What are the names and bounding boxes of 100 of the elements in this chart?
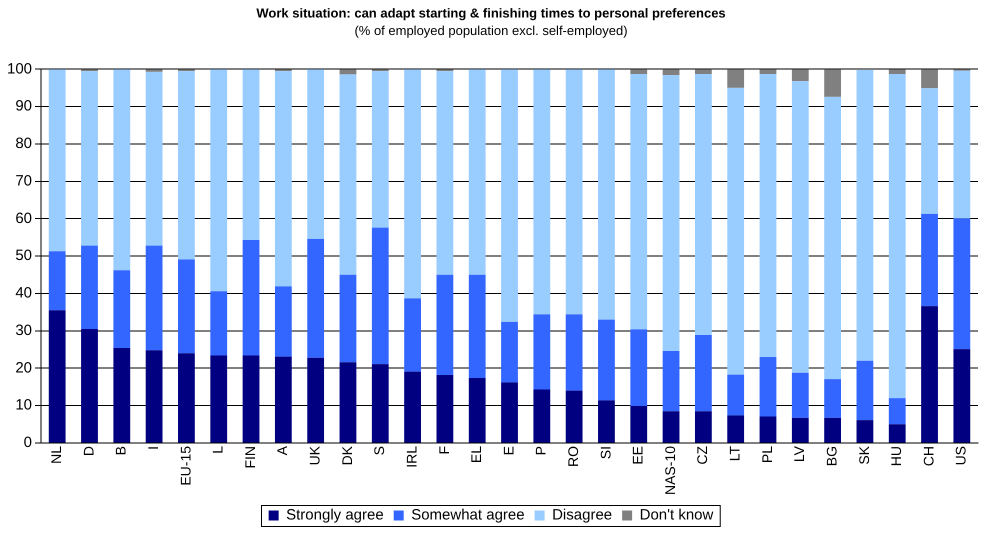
bar — [81, 71, 98, 246]
bar — [81, 328, 98, 442]
x-tick-label: US — [952, 446, 969, 466]
bar — [630, 69, 648, 74]
bar — [48, 251, 66, 310]
bar — [630, 329, 648, 406]
bar — [792, 69, 809, 82]
bar — [760, 357, 776, 416]
bar — [81, 246, 98, 329]
bar — [760, 69, 776, 74]
bar — [921, 214, 938, 306]
x-tick-label: IRL — [403, 446, 420, 468]
bar — [468, 378, 486, 442]
bar — [598, 400, 615, 442]
bar — [340, 69, 356, 74]
bar — [146, 246, 163, 350]
bar — [340, 274, 356, 362]
x-tick-label: LT — [726, 446, 743, 462]
bar — [824, 379, 842, 418]
bar — [501, 322, 518, 382]
legend-label: Somewhat agree — [411, 506, 525, 524]
x-tick-label: A — [274, 445, 290, 456]
bar — [921, 306, 938, 442]
x-tick-label: SI — [597, 446, 614, 460]
bar — [921, 88, 938, 214]
bar — [662, 69, 680, 76]
bar — [274, 356, 292, 442]
bar — [727, 415, 744, 442]
bar — [953, 349, 970, 442]
x-tick-label: FIN — [242, 446, 258, 469]
bar — [921, 69, 938, 88]
bar — [630, 74, 648, 330]
x-tick-label: S — [371, 446, 388, 456]
chart-subtitle: (% of employed population excl. self-employed) — [354, 22, 628, 38]
x-tick-label: EE — [630, 446, 646, 465]
y-tick-label: 30 — [15, 322, 32, 339]
bar — [372, 71, 389, 228]
x-tick-label: UK — [306, 445, 323, 466]
bar — [48, 310, 66, 442]
x-tick-label: SK — [856, 445, 872, 465]
bar — [372, 228, 389, 364]
bar — [274, 286, 292, 357]
bar — [146, 350, 163, 442]
bar — [888, 398, 906, 424]
bar — [888, 69, 906, 74]
y-tick-label: 60 — [15, 210, 32, 227]
x-tick-label: EL — [468, 446, 484, 464]
y-tick-label: 70 — [15, 172, 32, 190]
bar — [372, 364, 389, 442]
x-tick-label: D — [80, 446, 96, 456]
bar — [436, 374, 454, 442]
y-tick-label: 90 — [15, 98, 32, 115]
bar — [760, 74, 776, 358]
bar — [436, 274, 454, 375]
x-tick-label: CZ — [694, 446, 710, 465]
x-tick-label: L — [210, 446, 226, 454]
bar — [662, 75, 680, 352]
bar — [598, 69, 615, 320]
x-tick-label: CH — [920, 446, 936, 466]
bar — [340, 362, 356, 442]
bar — [566, 390, 583, 442]
x-tick-label: RO — [564, 446, 581, 467]
bar — [404, 372, 421, 442]
bar — [566, 69, 583, 314]
y-tick-label: 40 — [15, 284, 32, 302]
x-tick-label: PL — [758, 446, 775, 464]
bar — [242, 240, 260, 356]
x-tick-label: E — [500, 446, 516, 456]
x-tick-label: DK — [338, 445, 355, 466]
bar — [792, 372, 809, 418]
y-tick-label: 10 — [15, 396, 32, 414]
x-tick-label: NL — [48, 446, 64, 464]
bar — [792, 81, 809, 373]
bar — [307, 358, 324, 442]
bar — [242, 69, 260, 240]
bar — [533, 69, 550, 314]
bar — [113, 348, 130, 442]
bar — [824, 418, 842, 442]
bar — [824, 69, 842, 97]
x-tick-label: P — [532, 446, 549, 456]
bar — [694, 69, 712, 74]
chart-title: Work situation: can adapt starting & finishing times to personal preferences — [256, 5, 726, 20]
bar — [468, 69, 486, 275]
bar — [307, 238, 324, 358]
y-tick-label: 20 — [15, 359, 32, 376]
bar — [533, 314, 550, 390]
bar — [566, 314, 583, 391]
x-tick-label: I — [144, 446, 161, 450]
bar — [210, 69, 228, 292]
bar — [404, 298, 421, 372]
x-tick-label: B — [112, 446, 129, 456]
bar — [694, 411, 712, 442]
bar — [274, 71, 292, 286]
bar — [727, 88, 744, 375]
y-tick-label: 100 — [6, 60, 32, 78]
bar — [404, 69, 421, 298]
bar — [501, 69, 518, 322]
bar — [146, 69, 163, 72]
x-tick-label: NAS-10 — [662, 446, 678, 496]
x-tick-label: BG — [823, 446, 840, 466]
